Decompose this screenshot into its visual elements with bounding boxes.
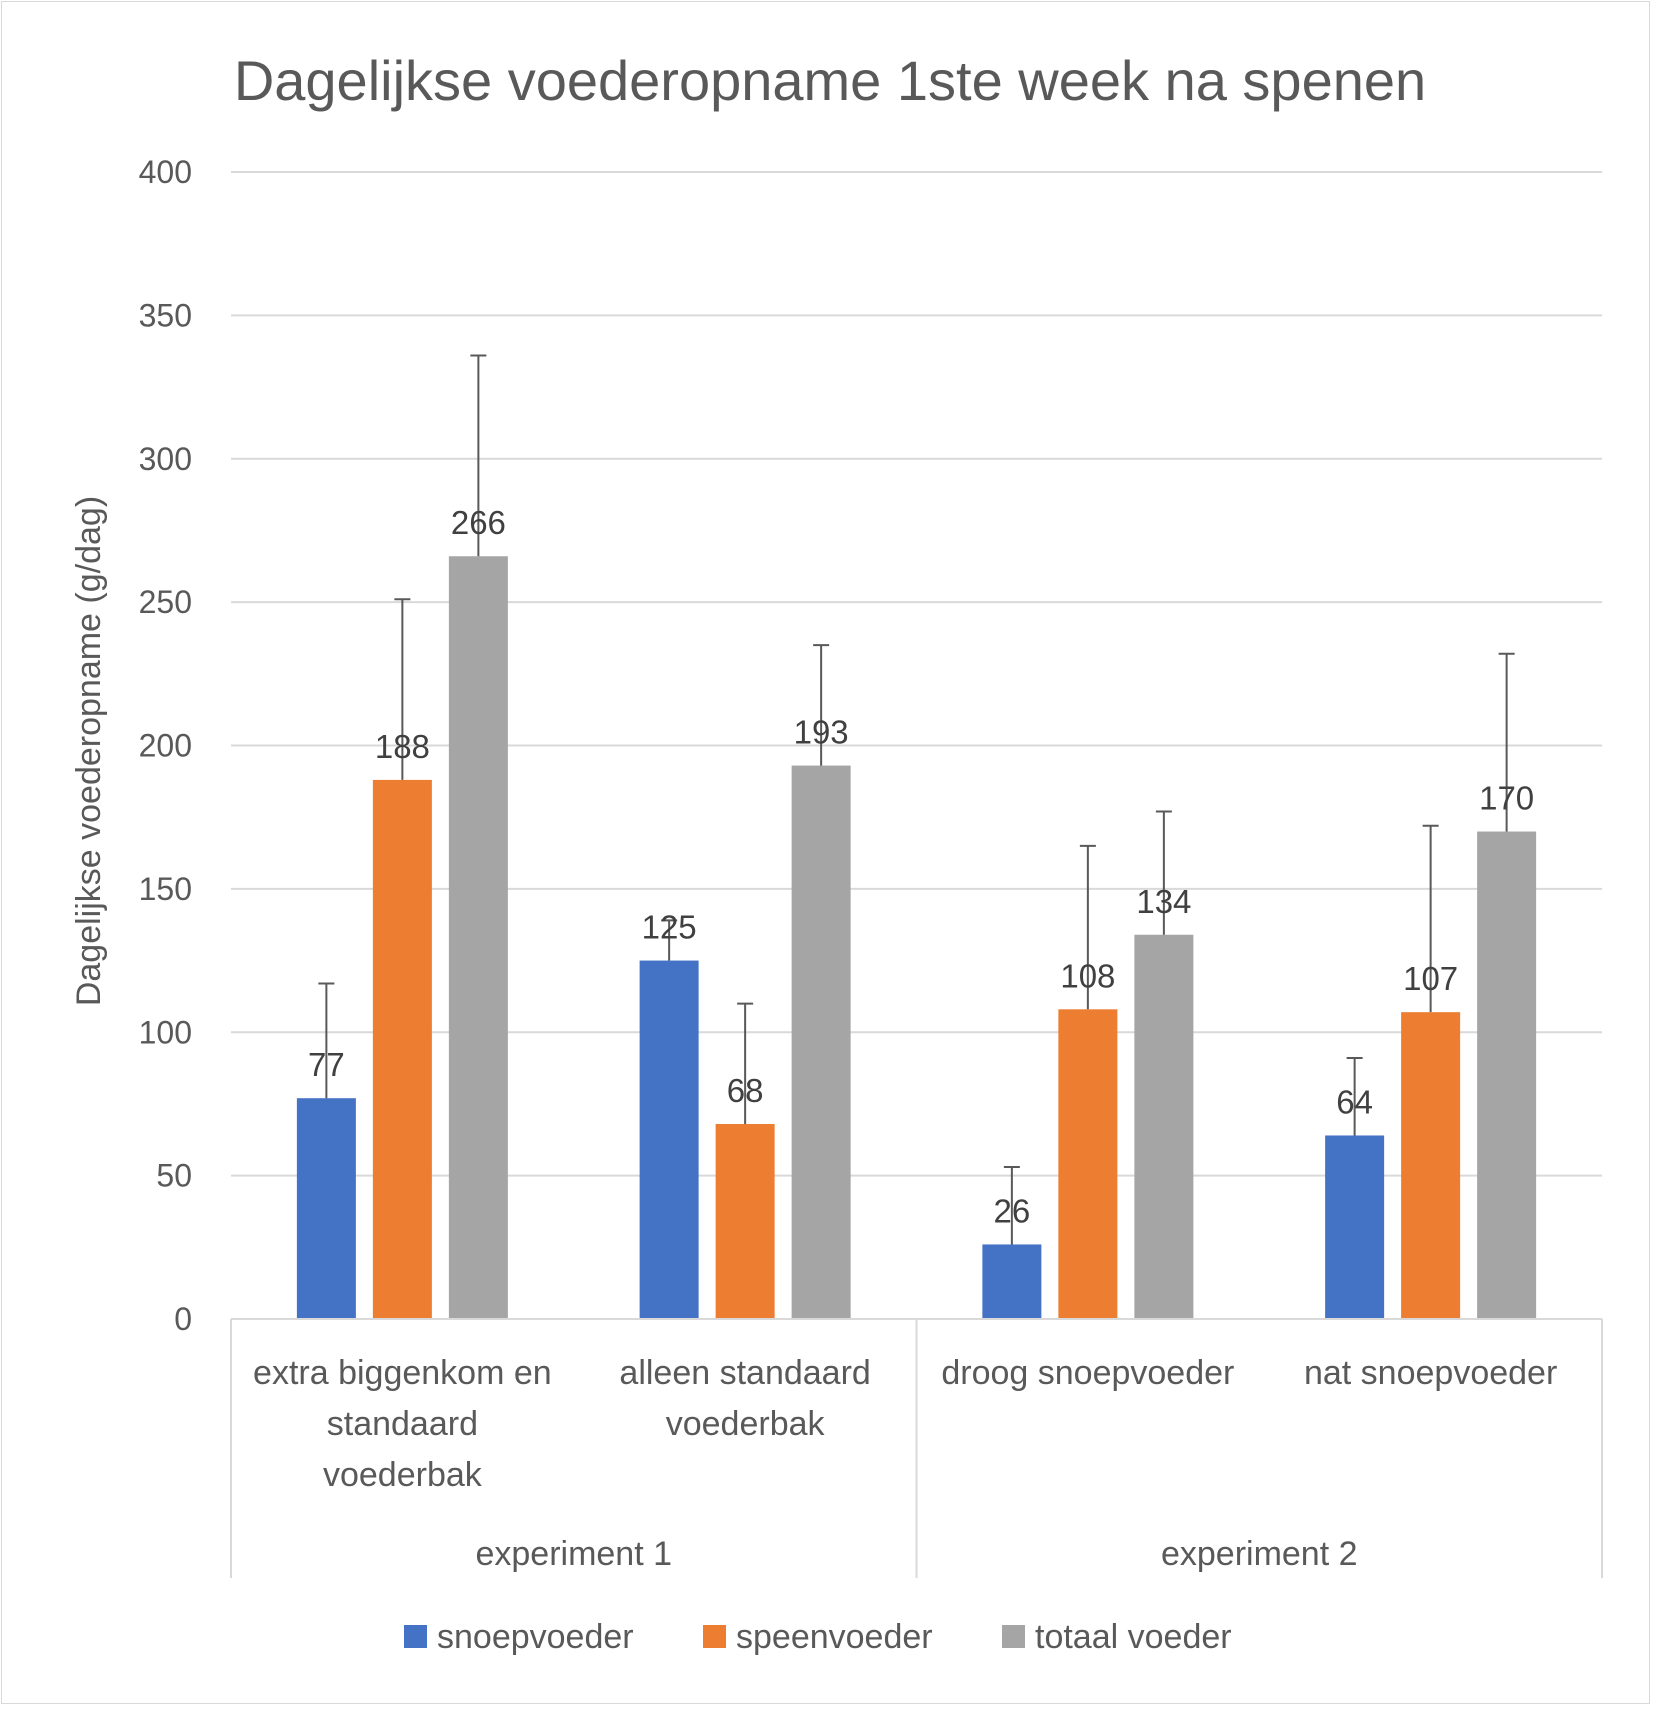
bar-speenvoeder [1401, 1012, 1461, 1319]
bar-totaal-voeder [791, 765, 851, 1319]
data-label: 77 [308, 1046, 345, 1083]
group-label: experiment 2 [1161, 1535, 1358, 1573]
bar-snoepvoeder [296, 1098, 356, 1319]
data-label: 108 [1060, 957, 1115, 994]
legend-label: speenvoeder [736, 1618, 933, 1656]
bar-speenvoeder [372, 779, 432, 1319]
data-label: 266 [451, 504, 506, 541]
category-label: extra biggenkom en standaard voederbak [253, 1354, 552, 1494]
legend-swatch [404, 1625, 427, 1648]
y-tick-label: 350 [139, 297, 192, 333]
bar-totaal-voeder [1134, 934, 1194, 1319]
y-tick-label: 0 [174, 1301, 192, 1337]
data-label: 26 [994, 1192, 1031, 1229]
data-label: 134 [1136, 883, 1191, 920]
legend: snoepvoeder speenvoeder totaal voeder [404, 1618, 1232, 1656]
y-tick-label: 250 [139, 584, 192, 620]
data-label: 193 [794, 714, 849, 751]
bar-totaal-voeder [1477, 831, 1537, 1319]
y-tick-label: 300 [139, 441, 192, 477]
category-label-line: standaard [327, 1405, 478, 1443]
category-label: alleen standaard voederbak [619, 1354, 870, 1443]
y-tick-label: 100 [139, 1014, 192, 1050]
bar-snoepvoeder [639, 960, 699, 1319]
bar-totaal-voeder [448, 556, 508, 1319]
category-label-line: nat snoepvoeder [1304, 1354, 1557, 1392]
category-label-line: extra biggenkom en [253, 1354, 552, 1392]
data-label: 64 [1336, 1083, 1373, 1120]
category-label-line: droog snoepvoeder [941, 1354, 1234, 1392]
bar-speenvoeder [1058, 1009, 1118, 1319]
data-label: 170 [1479, 780, 1534, 817]
y-tick-label: 400 [139, 154, 192, 190]
legend-swatch [703, 1625, 726, 1648]
legend-label: totaal voeder [1035, 1618, 1232, 1656]
legend-swatch [1002, 1625, 1025, 1648]
bar-speenvoeder [715, 1124, 775, 1319]
category-label: nat snoepvoeder [1304, 1354, 1557, 1392]
category-label: droog snoepvoeder [941, 1354, 1234, 1392]
y-tick-label: 200 [139, 728, 192, 764]
bar-snoepvoeder [1325, 1135, 1385, 1319]
data-label: 125 [642, 909, 697, 946]
data-label: 188 [375, 728, 430, 765]
y-axis-label: Dagelijkse voederopname (g/dag) [70, 496, 108, 1006]
category-label-line: alleen standaard [619, 1354, 870, 1392]
x-axis: experiment 1 experiment 2 extra biggenkom … [230, 1318, 1603, 1578]
bars: 77 125 26 64 188 68 108 107 266 193 134 170 [296, 354, 1537, 1319]
group-label: experiment 1 [475, 1535, 672, 1573]
category-label-line: voederbak [323, 1456, 483, 1494]
chart-title: Dagelijkse voederopname 1ste week na spe… [234, 49, 1426, 112]
data-label: 68 [727, 1072, 764, 1109]
data-label: 107 [1403, 960, 1458, 997]
legend-label: snoepvoeder [437, 1618, 634, 1656]
y-tick-label: 150 [139, 871, 192, 907]
y-tick-label: 50 [156, 1158, 192, 1194]
category-label-line: voederbak [666, 1405, 826, 1443]
bar-snoepvoeder [982, 1244, 1042, 1319]
